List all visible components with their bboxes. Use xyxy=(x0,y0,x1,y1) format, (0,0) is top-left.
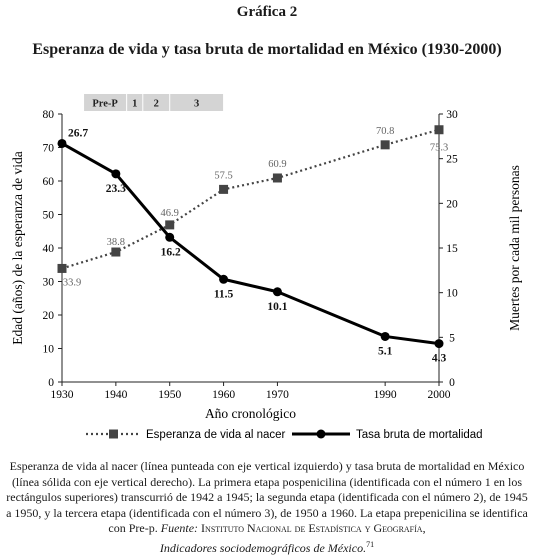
left-tick-label-3: 30 xyxy=(43,277,55,289)
right-tick-label-1: 5 xyxy=(449,332,455,344)
right-tick-label-5: 25 xyxy=(446,154,458,166)
left-tick-label-7: 70 xyxy=(43,143,55,155)
life-expectancy-point-4 xyxy=(272,173,282,183)
axes: 0 10 20 30 40 50 60 70 80 0 5 10 15 20 25 30 1930 1940 195… xyxy=(10,109,522,421)
left-tick-label-8: 80 xyxy=(43,109,55,121)
mortality-label-6: 4.3 xyxy=(432,353,447,365)
x-tick-label-3: 1960 xyxy=(212,389,235,401)
mortality-point-3 xyxy=(219,274,229,284)
life-expectancy-point-2 xyxy=(165,220,175,230)
mortality-point-6 xyxy=(434,339,444,349)
stage-band-2 xyxy=(143,94,170,111)
mortality-point-2 xyxy=(165,232,175,242)
life-expectancy-point-5 xyxy=(380,140,390,150)
mortality-label-3: 11.5 xyxy=(214,288,234,300)
life-expectancy-label-1: 38.8 xyxy=(107,237,125,248)
mortality-point-0 xyxy=(57,138,67,148)
life-expectancy-label-3: 57.5 xyxy=(214,170,232,181)
mortality-point-5 xyxy=(380,331,390,341)
figure-number: Gráfica 2 xyxy=(236,4,298,20)
mortality-point-4 xyxy=(272,287,282,297)
mortality-point-1 xyxy=(111,169,121,179)
x-tick-label-4: 1970 xyxy=(266,389,289,401)
legend-marker-mortality xyxy=(316,429,326,439)
source-title: Indicadores sociodemográficos de México. xyxy=(159,540,367,555)
legend-label-life-expectancy: Esperanza de vida al nacer xyxy=(146,429,286,441)
life-expectancy-label-0: 33.9 xyxy=(63,277,81,288)
x-tick-label-6: 2000 xyxy=(428,389,451,401)
mortality-label-1: 23.3 xyxy=(106,183,126,195)
left-tick-label-1: 10 xyxy=(43,344,55,356)
source-prefix: Fuente: xyxy=(160,521,199,535)
x-tick-label-2: 1950 xyxy=(158,389,181,401)
stage-bands: Pre-P 1 2 3 xyxy=(84,94,224,111)
life-expectancy-point-1 xyxy=(111,247,121,257)
left-axis-title: Edad (años) de la esperanza de vida xyxy=(10,151,25,344)
x-axis-title: Año cronológico xyxy=(205,406,296,421)
stage-label-2: 2 xyxy=(154,99,159,110)
right-tick-label-3: 15 xyxy=(446,243,458,255)
chart-title: Esperanza de vida y tasa bruta de mortal… xyxy=(32,41,502,58)
legend: Esperanza de vida al nacer Tasa bruta de … xyxy=(86,429,483,441)
mortality-label-4: 10.1 xyxy=(267,301,287,313)
data-labels: 33.9 38.8 46.9 57.5 60.9 70.8 75.3 26.7 23.3 16.2… xyxy=(63,126,448,365)
life-expectancy-label-2: 46.9 xyxy=(161,208,179,219)
chart: Pre-P 1 2 3 0 10 20 30 40 50 60 70 80 0 5 10 15 20 25 30 19… xyxy=(10,94,522,441)
life-expectancy-point-6 xyxy=(434,125,444,135)
legend-marker-life-expectancy xyxy=(109,429,118,439)
left-tick-label-2: 20 xyxy=(43,310,55,322)
right-axis-title: Muertes por cada mil personas xyxy=(507,165,522,331)
right-tick-label-0: 0 xyxy=(449,377,455,389)
mortality-label-2: 16.2 xyxy=(161,246,181,258)
left-tick-label-5: 50 xyxy=(43,210,55,222)
x-tick-label-0: 1930 xyxy=(51,389,74,401)
stage-band-1 xyxy=(127,94,143,111)
x-tick-label-1: 1940 xyxy=(104,389,127,401)
stage-label-1: 1 xyxy=(132,99,137,110)
caption-text: Esperanza de vida al nacer (línea puntea… xyxy=(6,459,528,535)
stage-band-0 xyxy=(84,94,127,111)
life-expectancy-point-0 xyxy=(57,263,67,273)
mortality-label-0: 26.7 xyxy=(68,127,88,139)
x-tick-label-5: 1990 xyxy=(374,389,397,401)
right-tick-label-6: 30 xyxy=(446,109,458,121)
life-expectancy-label-6: 75.3 xyxy=(430,143,448,154)
series-marks xyxy=(57,125,444,349)
footnote-ref: 71 xyxy=(366,539,375,549)
mortality-label-5: 5.1 xyxy=(378,345,393,357)
left-tick-label-0: 0 xyxy=(48,377,54,389)
life-expectancy-label-5: 70.8 xyxy=(376,126,394,137)
source-organization: Instituto Nacional de Estadística y Geog… xyxy=(201,521,426,535)
figure-caption: Esperanza de vida al nacer (línea puntea… xyxy=(4,459,530,556)
stage-band-3 xyxy=(170,94,224,111)
life-expectancy-point-3 xyxy=(219,184,229,194)
stage-label-3: 3 xyxy=(194,99,199,110)
left-tick-label-6: 60 xyxy=(43,176,55,188)
legend-label-mortality: Tasa bruta de mortalidad xyxy=(356,429,483,441)
right-tick-label-4: 20 xyxy=(446,198,458,210)
stage-label-0: Pre-P xyxy=(92,99,118,110)
left-tick-label-4: 40 xyxy=(43,243,55,255)
life-expectancy-label-4: 60.9 xyxy=(268,159,286,170)
right-tick-label-2: 10 xyxy=(446,288,458,300)
